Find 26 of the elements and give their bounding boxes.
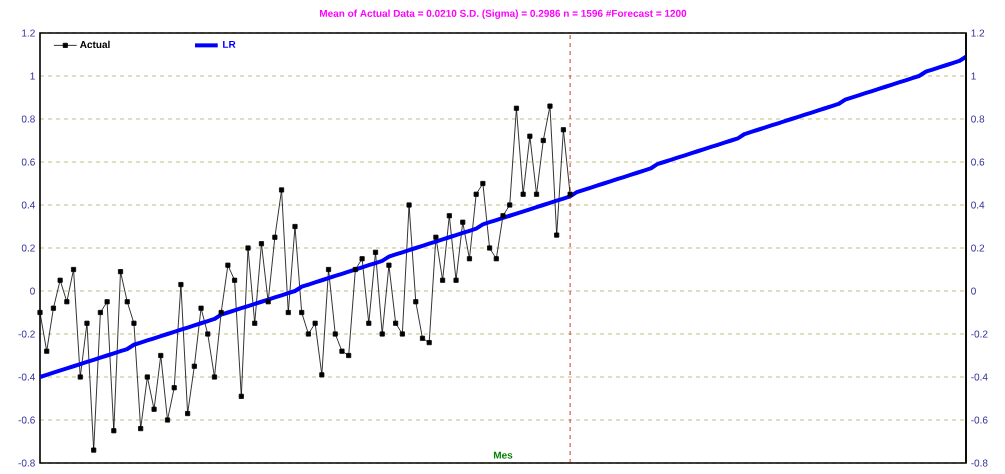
y2-tick-label: -0.8 bbox=[971, 459, 988, 467]
y2-tick-label: 1.2 bbox=[971, 29, 985, 37]
y-tick-label: 0.2 bbox=[21, 244, 35, 252]
y2-tick-label: 0 bbox=[971, 287, 976, 295]
y-tick-label: 1 bbox=[30, 72, 35, 80]
y-tick-label: -0.2 bbox=[18, 330, 35, 338]
y-tick-label: -0.8 bbox=[18, 459, 35, 467]
y2-tick-label: 0.6 bbox=[971, 158, 985, 166]
chart-title: Mean of Actual Data = 0.0210 S.D. (Sigma) = 0.2986 n = 1596 #Forecast = 1200 bbox=[319, 9, 687, 19]
y2-tick-label: 0.4 bbox=[971, 201, 985, 209]
y-tick-label: -0.6 bbox=[18, 416, 35, 424]
y-tick-label: 0.6 bbox=[21, 158, 35, 166]
x-axis-title: Mes bbox=[493, 451, 513, 459]
y2-tick-label: -0.2 bbox=[971, 330, 988, 338]
legend-label: LR bbox=[223, 40, 236, 48]
y-tick-label: 0.8 bbox=[21, 115, 35, 123]
y-tick-label: 1.2 bbox=[22, 29, 35, 37]
y2-tick-label: 0.2 bbox=[971, 244, 985, 252]
y2-tick-label: 0.8 bbox=[971, 115, 985, 123]
y-tick-label: -0.4 bbox=[18, 373, 35, 381]
legend-label: Actual bbox=[80, 40, 110, 49]
y-tick-label: 0 bbox=[30, 287, 35, 295]
y2-tick-label: 1 bbox=[971, 72, 976, 80]
y2-tick-label: -0.6 bbox=[971, 416, 988, 424]
y-tick-label: 0.4 bbox=[21, 201, 35, 209]
y2-tick-label: -0.4 bbox=[971, 373, 988, 381]
